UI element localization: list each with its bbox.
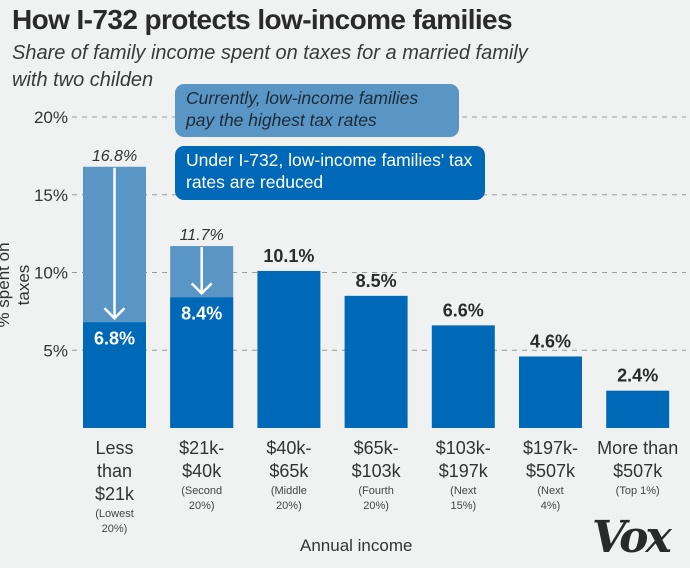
x-tick-label: $40k- $65k (Middle 20%) — [241, 437, 337, 514]
category-range: $21k- $40k — [179, 438, 225, 481]
chart-title: How I-732 protects low-income families — [12, 4, 513, 35]
bar-i732 — [431, 325, 495, 428]
category-percentile: (Fourth 20%) — [358, 485, 394, 512]
data-label-i732: 8.4% — [181, 303, 222, 323]
x-axis-label: Annual income — [300, 536, 413, 555]
data-label-i732: 8.5% — [356, 271, 397, 291]
data-label-i732: 6.8% — [94, 328, 135, 348]
category-range: $197k- $507k — [522, 438, 579, 481]
bar-i732 — [83, 322, 146, 428]
category-range: $65k- $103k — [351, 438, 401, 481]
x-tick-label: Less than $21k (Lowest 20%) — [67, 437, 163, 537]
reduction-arrow-head — [190, 282, 213, 296]
bar-i732 — [519, 356, 582, 428]
reduction-arrow-head — [103, 307, 126, 321]
x-tick-label: $197k- $507k (Next 4%) — [503, 437, 599, 514]
bar-i732 — [606, 390, 670, 428]
category-range: $103k- $197k — [435, 438, 491, 481]
y-tick-label: 10% — [34, 264, 68, 283]
data-label-current: 16.8% — [92, 148, 137, 165]
x-tick-label: $103k- $197k (Next 15%) — [415, 437, 511, 514]
category-percentile: (Middle 20%) — [270, 485, 307, 512]
bar-i732 — [170, 297, 234, 428]
data-label-i732: 2.4% — [617, 366, 658, 386]
category-range: More than $507k — [597, 438, 679, 481]
y-tick-label: 5% — [43, 341, 68, 360]
x-tick-label: More than $507k (Top 1%) — [590, 437, 686, 499]
y-axis-label: % spent on taxes — [0, 242, 33, 327]
vox-logo: Vox — [592, 512, 672, 563]
x-tick-label: $65k- $103k (Fourth 20%) — [328, 437, 424, 514]
callout-current: Currently, low-income families pay the h… — [175, 84, 459, 137]
x-tick-label: $21k- $40k (Second 20%) — [154, 437, 250, 514]
data-label-i732: 10.1% — [263, 246, 314, 266]
data-label-current: 11.7% — [180, 227, 224, 244]
category-range: Less than $21k — [94, 438, 135, 504]
data-label-i732: 4.6% — [530, 331, 571, 351]
category-percentile: (Next 15%) — [450, 485, 477, 512]
category-percentile: (Second 20%) — [181, 485, 223, 512]
category-percentile: (Lowest 20%) — [95, 508, 134, 535]
chart-subtitle: Share of family income spent on taxes fo… — [12, 42, 528, 91]
data-label-i732: 6.6% — [443, 300, 484, 320]
y-tick-label: 20% — [34, 108, 68, 127]
category-percentile: (Next 4%) — [537, 485, 564, 512]
category-percentile: (Top 1%) — [615, 485, 660, 497]
category-range: $40k- $65k — [266, 438, 312, 481]
y-tick-label: 15% — [34, 186, 68, 205]
bar-i732 — [257, 270, 321, 428]
bar-i732 — [344, 295, 408, 428]
callout-i732: Under I-732, low-income families' tax ra… — [175, 146, 485, 200]
